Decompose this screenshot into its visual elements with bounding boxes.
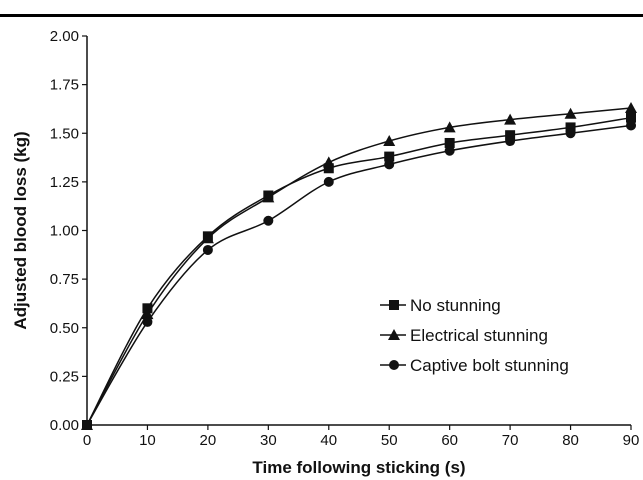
legend: No stunning Electrical stunning Captive bo… xyxy=(380,296,569,375)
point-captive-bolt-stunning xyxy=(626,120,636,131)
series-electrical-stunning xyxy=(81,101,637,430)
point-no-stunning xyxy=(323,163,334,174)
y-tick-label: 0.25 xyxy=(50,368,79,385)
point-captive-bolt-stunning xyxy=(565,128,576,139)
point-captive-bolt-stunning xyxy=(505,136,516,147)
point-electrical-stunning xyxy=(383,135,396,147)
x-axis-title: Time following sticking (s) xyxy=(252,458,465,477)
point-no-stunning xyxy=(444,137,455,148)
x-tick-label: 60 xyxy=(441,432,458,449)
point-electrical-stunning xyxy=(443,121,456,133)
point-no-stunning xyxy=(626,112,636,123)
point-captive-bolt-stunning xyxy=(142,316,153,327)
x-tick-label: 20 xyxy=(200,432,217,449)
point-captive-bolt-stunning xyxy=(82,420,92,430)
x-axis-ticks: 0 10 20 30 40 50 60 70 80 90 xyxy=(83,425,640,449)
series-no-stunning xyxy=(82,112,636,430)
point-captive-bolt-stunning xyxy=(202,244,213,255)
y-tick-label: 1.25 xyxy=(50,174,79,191)
point-electrical-stunning xyxy=(262,191,275,203)
series-line-no-stunning xyxy=(86,116,632,426)
point-electrical-stunning xyxy=(322,156,335,168)
x-tick-label: 0 xyxy=(83,432,91,449)
point-electrical-stunning xyxy=(201,232,214,244)
point-electrical-stunning xyxy=(504,113,517,125)
point-no-stunning xyxy=(505,130,516,141)
x-tick-label: 40 xyxy=(320,432,337,449)
x-tick-label: 30 xyxy=(260,432,277,449)
legend-marker-captive-bolt-stunning xyxy=(389,360,399,370)
point-captive-bolt-stunning xyxy=(263,215,274,226)
y-tick-label: 0.75 xyxy=(50,271,79,288)
y-tick-label: 0.50 xyxy=(50,320,79,337)
legend-marker-no-stunning xyxy=(389,300,399,310)
legend-marker-electrical-stunning xyxy=(388,329,400,340)
legend-label: Electrical stunning xyxy=(410,326,548,345)
point-electrical-stunning xyxy=(625,101,637,113)
series-group xyxy=(81,101,637,430)
y-tick-label: 1.75 xyxy=(50,77,79,94)
x-tick-label: 80 xyxy=(562,432,579,449)
point-captive-bolt-stunning xyxy=(384,159,395,170)
legend-item-no-stunning: No stunning xyxy=(380,296,501,315)
y-tick-label: 1.00 xyxy=(50,223,79,240)
legend-label: Captive bolt stunning xyxy=(410,356,569,375)
y-axis-title: Adjusted blood loss (kg) xyxy=(11,131,30,329)
legend-item-captive-bolt-stunning: Captive bolt stunning xyxy=(380,356,569,375)
series-line-captive-bolt-stunning xyxy=(86,124,632,426)
series-captive-bolt-stunning xyxy=(82,120,636,430)
point-electrical-stunning xyxy=(564,107,577,119)
y-tick-label: 1.50 xyxy=(50,125,79,142)
point-no-stunning xyxy=(384,151,395,162)
x-tick-label: 50 xyxy=(381,432,398,449)
series-line-electrical-stunning xyxy=(86,107,632,426)
legend-item-electrical-stunning: Electrical stunning xyxy=(380,326,548,345)
legend-label: No stunning xyxy=(410,296,501,315)
top-rule xyxy=(0,14,643,17)
point-captive-bolt-stunning xyxy=(323,176,334,187)
point-captive-bolt-stunning xyxy=(444,145,455,156)
y-tick-label: 0.00 xyxy=(50,417,79,434)
y-axis-ticks: 0.00 0.25 0.50 0.75 1.00 1.25 1.50 1.75 2.00 xyxy=(50,28,87,434)
x-tick-label: 10 xyxy=(139,432,156,449)
point-no-stunning xyxy=(565,122,576,133)
y-tick-label: 2.00 xyxy=(50,28,79,45)
x-tick-label: 90 xyxy=(623,432,640,449)
x-tick-label: 70 xyxy=(502,432,519,449)
